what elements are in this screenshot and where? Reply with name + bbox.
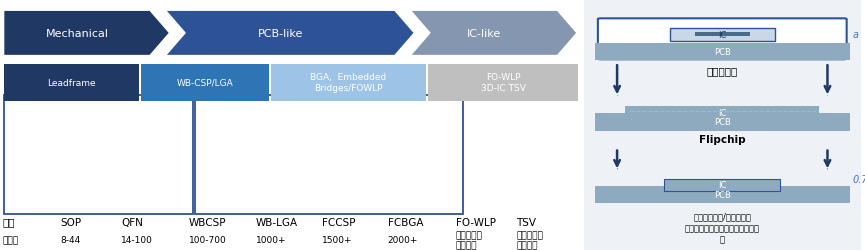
Text: FCBGA: FCBGA bbox=[388, 217, 423, 227]
Text: 引脚数: 引脚数 bbox=[3, 236, 19, 244]
Text: 屋出型晶圆级/面板级封装
封装厚度依制程方式不同而有所变
动: 屋出型晶圆级/面板级封装 封装厚度依制程方式不同而有所变 动 bbox=[685, 211, 759, 244]
Text: PCB: PCB bbox=[714, 190, 731, 200]
Bar bbox=[4, 64, 139, 102]
Text: Mechanical: Mechanical bbox=[46, 29, 108, 39]
Bar bbox=[625, 107, 819, 120]
Text: QFN: QFN bbox=[121, 217, 143, 227]
Text: FO-WLP
3D-IC TSV: FO-WLP 3D-IC TSV bbox=[481, 73, 525, 93]
Bar bbox=[664, 179, 780, 191]
Text: PCB: PCB bbox=[714, 118, 731, 127]
Text: WB-CSP/LGA: WB-CSP/LGA bbox=[176, 78, 234, 88]
Polygon shape bbox=[4, 12, 169, 56]
Bar bbox=[695, 33, 750, 37]
Text: 8-44: 8-44 bbox=[61, 236, 80, 244]
Text: BGA,  Embedded
Bridges/FOWLP: BGA, Embedded Bridges/FOWLP bbox=[311, 73, 387, 93]
Bar bbox=[271, 64, 426, 102]
Text: IC-like: IC-like bbox=[467, 29, 502, 39]
Text: 1500+: 1500+ bbox=[322, 236, 352, 244]
Polygon shape bbox=[412, 12, 576, 56]
Text: Leadframe: Leadframe bbox=[48, 78, 96, 88]
Text: 金属导线架: 金属导线架 bbox=[707, 66, 738, 76]
Bar bbox=[584, 0, 861, 250]
Text: IC: IC bbox=[718, 109, 727, 118]
Text: FCCSP: FCCSP bbox=[322, 217, 356, 227]
Text: PCB: PCB bbox=[714, 48, 731, 57]
Bar bbox=[195, 96, 463, 214]
Bar bbox=[595, 114, 849, 131]
Text: 0.7a: 0.7a bbox=[852, 174, 865, 184]
Bar bbox=[595, 186, 849, 204]
Text: FO-WLP: FO-WLP bbox=[456, 217, 496, 227]
Bar bbox=[141, 64, 269, 102]
Text: 14-100: 14-100 bbox=[121, 236, 153, 244]
Text: 芯片间垂直
通孔直连: 芯片间垂直 通孔直连 bbox=[516, 230, 543, 250]
Text: IC: IC bbox=[718, 30, 727, 40]
Bar bbox=[428, 64, 578, 102]
Polygon shape bbox=[167, 12, 413, 56]
Bar bbox=[4, 96, 193, 214]
Bar bbox=[595, 44, 849, 61]
Text: TSV: TSV bbox=[516, 217, 536, 227]
Text: Flipchip: Flipchip bbox=[699, 134, 746, 144]
Text: WBCSP: WBCSP bbox=[189, 217, 226, 227]
Text: 1000+: 1000+ bbox=[256, 236, 286, 244]
Text: SOP: SOP bbox=[61, 217, 81, 227]
Text: IC: IC bbox=[718, 180, 727, 189]
Text: WB-LGA: WB-LGA bbox=[256, 217, 298, 227]
Bar bbox=[670, 28, 775, 42]
Text: PCB-like: PCB-like bbox=[258, 29, 304, 39]
Text: 引脚数受破
面积限制: 引脚数受破 面积限制 bbox=[456, 230, 483, 250]
Text: 2000+: 2000+ bbox=[388, 236, 418, 244]
Text: 名称: 名称 bbox=[3, 217, 15, 227]
Text: 100-700: 100-700 bbox=[189, 236, 227, 244]
FancyBboxPatch shape bbox=[598, 19, 847, 60]
Text: a: a bbox=[852, 30, 858, 40]
